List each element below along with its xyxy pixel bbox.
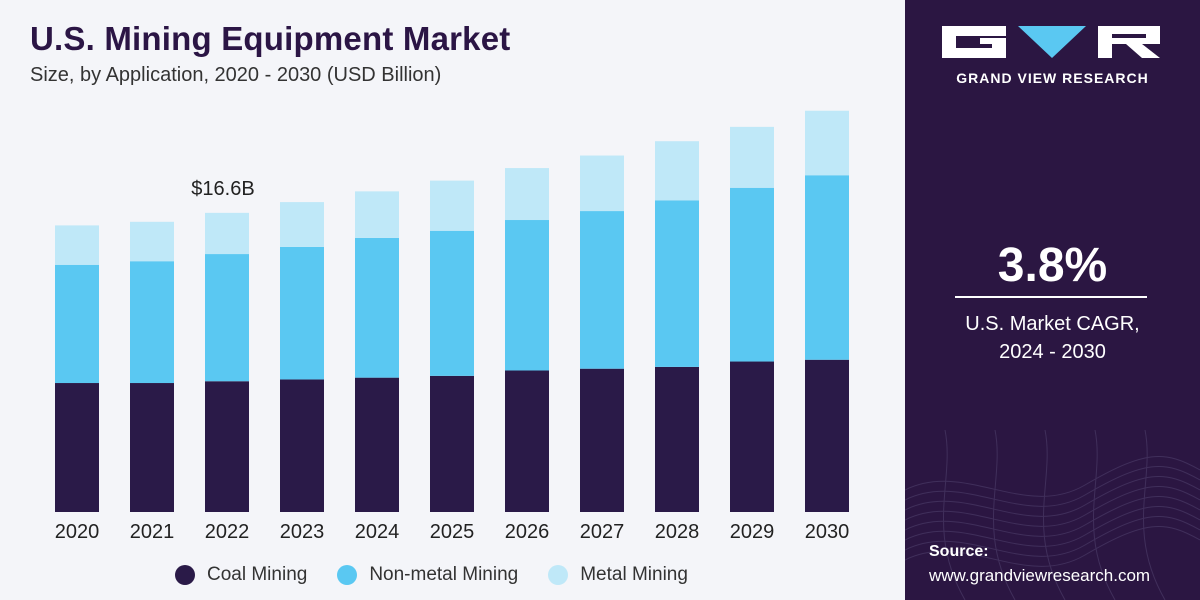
bar-2020-coal-mining xyxy=(55,383,99,512)
bar-2020-non-metal-mining xyxy=(55,264,99,384)
chart-title: U.S. Mining Equipment Market xyxy=(30,20,511,57)
x-tick-label: 2029 xyxy=(730,521,775,543)
legend-swatch xyxy=(337,565,358,585)
bar-2020-metal-mining xyxy=(55,225,99,265)
bar-2024-coal-mining xyxy=(355,377,399,512)
data-label-annotation: $16.6B xyxy=(191,178,254,200)
bar-2026-coal-mining xyxy=(505,370,549,512)
wave-pattern xyxy=(905,430,1200,600)
cagr-label-line1: U.S. Market CAGR, xyxy=(965,313,1140,335)
legend-swatch xyxy=(175,565,195,585)
x-tick-label: 2021 xyxy=(130,521,175,543)
x-tick-label: 2030 xyxy=(805,521,850,543)
legend-item-non-metal-mining: Non-metal Mining xyxy=(337,564,518,586)
legend-label: Metal Mining xyxy=(580,564,688,585)
bar-2029-metal-mining xyxy=(730,126,774,188)
bar-2027-coal-mining xyxy=(580,368,624,512)
legend-item-metal-mining: Metal Mining xyxy=(548,564,688,586)
bar-2025-non-metal-mining xyxy=(430,230,474,376)
x-tick-label: 2024 xyxy=(355,521,400,543)
cagr-divider xyxy=(955,296,1147,298)
bar-2021-non-metal-mining xyxy=(130,261,174,384)
stacked-bar-chart: 2020 2021 2022 2023 2024 2025 2026 2027 2028 2029… xyxy=(55,110,850,543)
legend-label: Non-metal Mining xyxy=(369,564,519,585)
bar-2029-non-metal-mining xyxy=(730,187,774,362)
x-tick-label: 2022 xyxy=(205,521,250,543)
bar-2025-metal-mining xyxy=(430,180,474,231)
legend-swatch xyxy=(548,565,569,585)
source-label: Source: xyxy=(929,543,989,560)
x-tick-label: 2020 xyxy=(55,521,100,543)
x-tick-label: 2026 xyxy=(505,521,550,543)
bar-2026-metal-mining xyxy=(505,168,549,221)
chart-legend: Coal Mining Non-metal Mining Metal Mining xyxy=(175,562,718,588)
bar-2028-non-metal-mining xyxy=(655,200,699,367)
bar-2022-non-metal-mining xyxy=(205,254,249,382)
bar-2021-coal-mining xyxy=(130,383,174,512)
brand-sidebar: GRAND VIEW RESEARCH 3.8% U.S. Market CAG… xyxy=(905,0,1200,600)
x-tick-label: 2025 xyxy=(430,521,475,543)
bar-2023-coal-mining xyxy=(280,379,324,512)
x-tick-label: 2023 xyxy=(280,521,325,543)
bar-2024-metal-mining xyxy=(355,191,399,238)
bar-2026-non-metal-mining xyxy=(505,220,549,371)
bar-2028-coal-mining xyxy=(655,366,699,512)
x-tick-label: 2028 xyxy=(655,521,700,543)
cagr-label: U.S. Market CAGR, 2024 - 2030 xyxy=(905,310,1200,366)
bar-2028-metal-mining xyxy=(655,141,699,201)
bar-2022-metal-mining xyxy=(205,212,249,255)
bar-2023-non-metal-mining xyxy=(280,246,324,380)
bar-2030-metal-mining xyxy=(805,110,849,176)
bar-2027-metal-mining xyxy=(580,155,624,212)
cagr-label-line2: 2024 - 2030 xyxy=(999,341,1106,363)
x-tick-label: 2027 xyxy=(580,521,625,543)
source-url[interactable]: www.grandviewresearch.com xyxy=(929,566,1151,585)
bar-2030-non-metal-mining xyxy=(805,175,849,360)
bar-2023-metal-mining xyxy=(280,202,324,247)
chart-subtitle: Size, by Application, 2020 - 2030 (USD B… xyxy=(30,64,442,86)
bar-2021-metal-mining xyxy=(130,221,174,262)
legend-item-coal-mining: Coal Mining xyxy=(175,564,307,586)
bar-2027-non-metal-mining xyxy=(580,211,624,369)
bar-2025-coal-mining xyxy=(430,375,474,512)
bar-2029-coal-mining xyxy=(730,361,774,512)
bar-2030-coal-mining xyxy=(805,359,849,512)
bar-2024-non-metal-mining xyxy=(355,237,399,378)
cagr-value: 3.8% xyxy=(997,239,1108,292)
bar-2022-coal-mining xyxy=(205,381,249,512)
gvr-logo xyxy=(942,26,1160,58)
brand-name: GRAND VIEW RESEARCH xyxy=(956,70,1149,86)
chart-panel: U.S. Mining Equipment Market Size, by Ap… xyxy=(0,0,905,600)
legend-label: Coal Mining xyxy=(207,564,308,585)
